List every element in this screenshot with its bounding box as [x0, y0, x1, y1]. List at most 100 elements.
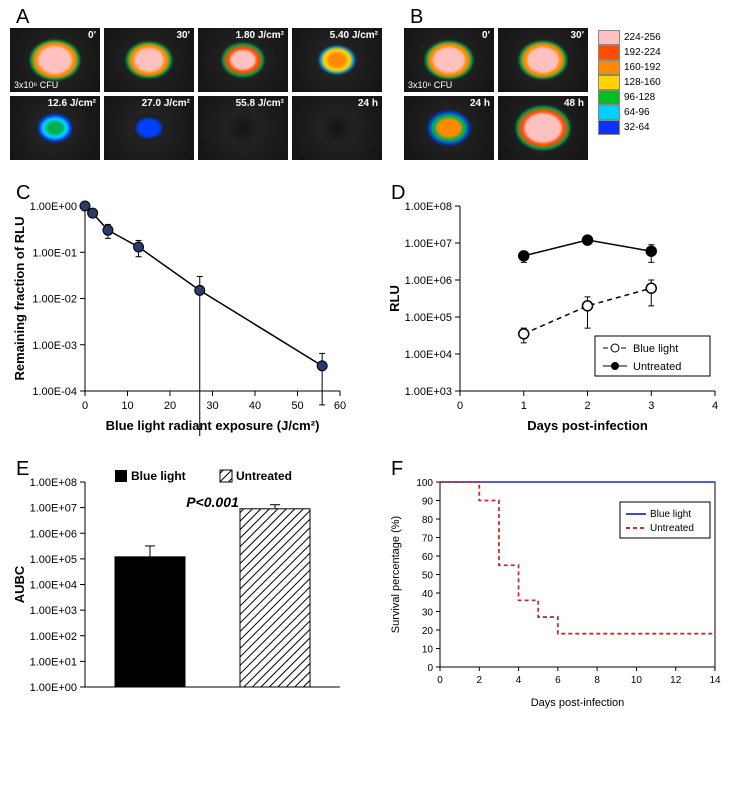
svg-text:1.00E-01: 1.00E-01 [32, 247, 77, 259]
thermal-label: 55.8 J/cm² [236, 98, 284, 109]
svg-text:1.00E+08: 1.00E+08 [405, 201, 452, 213]
colorscale-range: 32-64 [624, 122, 650, 133]
svg-text:Untreated: Untreated [236, 469, 292, 483]
svg-text:1.00E-03: 1.00E-03 [32, 340, 77, 352]
svg-text:Days post-infection: Days post-infection [531, 697, 625, 709]
colorscale-row: 128-160 [598, 75, 661, 90]
thermal-label: 5.40 J/cm² [330, 30, 378, 41]
thermal-label: 0' [482, 30, 490, 41]
svg-text:0: 0 [457, 400, 463, 412]
svg-text:50: 50 [291, 400, 303, 412]
thermal-label: 12.6 J/cm² [48, 98, 96, 109]
svg-text:1.00E+05: 1.00E+05 [405, 312, 452, 324]
svg-text:0: 0 [427, 663, 433, 674]
colorscale-range: 96-128 [624, 92, 655, 103]
svg-text:Survival percentage (%): Survival percentage (%) [390, 516, 402, 633]
thermal-label: 24 h [358, 98, 378, 109]
colorscale-row: 192-224 [598, 45, 661, 60]
colorscale-row: 224-256 [598, 30, 661, 45]
thermal-grid-a: 0' 3x10⁶ CFU 30' 1.80 J/cm² 5.40 J/cm² 1… [10, 28, 382, 160]
svg-text:14: 14 [709, 675, 721, 686]
svg-text:100: 100 [416, 478, 433, 489]
svg-text:Blue light: Blue light [633, 343, 678, 355]
colorscale-row: 160-192 [598, 60, 661, 75]
colorscale-range: 64-96 [624, 107, 650, 118]
svg-text:4: 4 [516, 675, 522, 686]
chart-d: 1.00E+031.00E+041.00E+051.00E+061.00E+07… [385, 186, 730, 436]
svg-text:1.00E+01: 1.00E+01 [30, 656, 77, 668]
thermal-image: 30' [498, 28, 588, 92]
thermal-image: 27.0 J/cm² [104, 96, 194, 160]
svg-text:2: 2 [477, 675, 483, 686]
svg-text:Remaining fraction of RLU: Remaining fraction of RLU [12, 217, 27, 381]
svg-text:60: 60 [334, 400, 346, 412]
svg-text:Blue light: Blue light [131, 469, 186, 483]
thermal-image: 0' 3x10⁶ CFU [404, 28, 494, 92]
colorscale-swatch [598, 105, 620, 120]
svg-text:12: 12 [670, 675, 682, 686]
svg-text:1.00E+00: 1.00E+00 [30, 201, 77, 213]
svg-text:1.00E+07: 1.00E+07 [405, 238, 452, 250]
svg-text:AUBC: AUBC [12, 565, 27, 603]
colorscale-range: 160-192 [624, 62, 661, 73]
svg-text:50: 50 [422, 571, 434, 582]
thermal-label: 30' [570, 30, 584, 41]
svg-text:10: 10 [121, 400, 133, 412]
panel-d: D 1.00E+031.00E+041.00E+051.00E+061.00E+… [385, 186, 730, 436]
svg-text:1.00E+04: 1.00E+04 [30, 580, 77, 592]
thermal-image: 5.40 J/cm² [292, 28, 382, 92]
chart-e: 1.00E+001.00E+011.00E+021.00E+031.00E+04… [10, 462, 355, 712]
svg-text:1.00E+04: 1.00E+04 [405, 349, 452, 361]
thermal-label: 1.80 J/cm² [236, 30, 284, 41]
svg-text:40: 40 [249, 400, 261, 412]
panel-b: B 0' 3x10⁶ CFU 30' 24 h 48 h [404, 10, 661, 160]
svg-text:1.00E+06: 1.00E+06 [30, 528, 77, 540]
thermal-label: 30' [176, 30, 190, 41]
thermal-label: 48 h [564, 98, 584, 109]
svg-text:P<0.001: P<0.001 [186, 494, 239, 510]
svg-text:2: 2 [584, 400, 590, 412]
svg-text:60: 60 [422, 552, 434, 563]
svg-text:40: 40 [422, 589, 434, 600]
thermal-image: 48 h [498, 96, 588, 160]
svg-text:1.00E+08: 1.00E+08 [30, 477, 77, 489]
svg-text:Blue light: Blue light [650, 509, 691, 520]
svg-text:0: 0 [82, 400, 88, 412]
colorscale-row: 64-96 [598, 105, 661, 120]
thermal-image: 24 h [292, 96, 382, 160]
colorscale-swatch [598, 30, 620, 45]
svg-text:1.00E+02: 1.00E+02 [30, 631, 77, 643]
colorscale-swatch [598, 60, 620, 75]
thermal-image: 24 h [404, 96, 494, 160]
panel-b-label: B [410, 6, 423, 29]
panel-a: A 0' 3x10⁶ CFU 30' 1.80 J/cm² 5.40 J/cm² [10, 10, 382, 160]
svg-text:30: 30 [206, 400, 218, 412]
svg-text:Untreated: Untreated [650, 523, 694, 534]
svg-text:10: 10 [422, 645, 434, 656]
panel-f-label: F [391, 458, 403, 481]
svg-text:4: 4 [712, 400, 718, 412]
thermal-image: 0' 3x10⁶ CFU [10, 28, 100, 92]
svg-text:1.00E-02: 1.00E-02 [32, 294, 77, 306]
svg-text:1.00E+03: 1.00E+03 [405, 386, 452, 398]
color-scale-legend: 224-256 192-224 160-192 128-160 96-128 6… [598, 30, 661, 160]
svg-text:1.00E-04: 1.00E-04 [32, 386, 77, 398]
svg-text:10: 10 [631, 675, 643, 686]
colorscale-range: 224-256 [624, 32, 661, 43]
svg-text:90: 90 [422, 497, 434, 508]
thermal-label: 24 h [470, 98, 490, 109]
cfu-label: 3x10⁶ CFU [14, 80, 58, 90]
panel-c-label: C [16, 182, 30, 205]
panel-d-label: D [391, 182, 405, 205]
thermal-grid-b: 0' 3x10⁶ CFU 30' 24 h 48 h [404, 28, 588, 160]
colorscale-swatch [598, 120, 620, 135]
svg-text:Blue light radiant exposure (J: Blue light radiant exposure (J/cm²) [106, 418, 320, 433]
svg-text:70: 70 [422, 534, 434, 545]
thermal-label: 0' [88, 30, 96, 41]
svg-text:0: 0 [437, 675, 443, 686]
svg-text:Days post-infection: Days post-infection [527, 418, 648, 433]
thermal-label: 27.0 J/cm² [142, 98, 190, 109]
svg-text:20: 20 [164, 400, 176, 412]
chart-c: 1.00E-04 1.00E-03 1.00E-02 1.00E-01 1.00E+00… [10, 186, 355, 436]
colorscale-swatch [598, 45, 620, 60]
